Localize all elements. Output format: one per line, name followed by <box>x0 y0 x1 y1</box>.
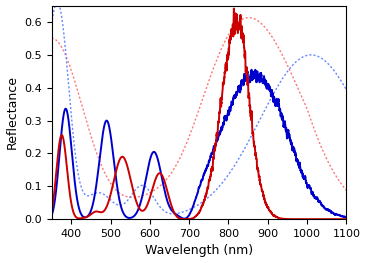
X-axis label: Wavelength (nm): Wavelength (nm) <box>145 244 253 257</box>
Y-axis label: Reflectance: Reflectance <box>5 75 19 149</box>
